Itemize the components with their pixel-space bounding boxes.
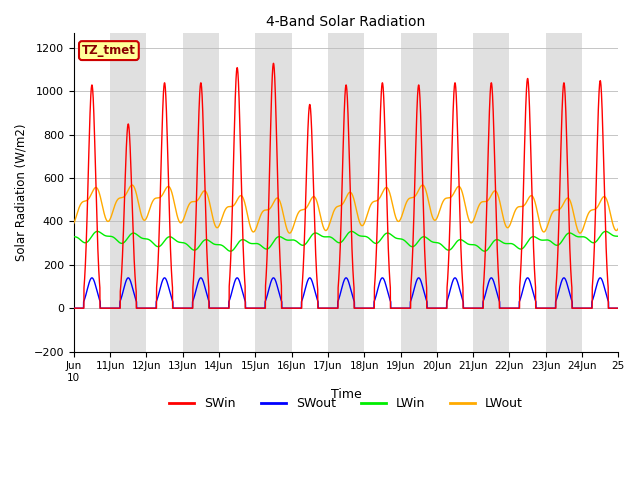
LWin [70,234,77,240]
LWout [326,220,333,226]
Legend: SWin, SWout, LWin, LWout: SWin, SWout, LWin, LWout [164,392,528,415]
Line: LWout: LWout [74,185,618,233]
LWin [468,242,476,248]
Y-axis label: Solar Radiation (W/m2): Solar Radiation (W/m2) [15,123,28,261]
LWout [285,230,293,236]
Bar [546,33,582,351]
SWout [326,305,333,311]
LWout [70,220,77,226]
LWout [168,189,175,195]
SWin [614,305,622,311]
LWout [499,214,507,219]
SWout [438,305,445,311]
Bar [328,33,364,351]
SWout [70,305,77,311]
SWout [168,296,175,301]
Line: LWin: LWin [74,231,618,251]
LWin [614,233,622,239]
LWin [481,248,488,254]
LWin [614,233,621,239]
LWin [93,228,101,234]
X-axis label: Time: Time [331,388,362,401]
SWout [614,305,621,311]
Bar [401,33,437,351]
SWin [168,271,175,277]
LWin [499,240,507,246]
SWin [614,305,621,311]
SWin [499,305,507,311]
LWout [128,182,136,188]
SWout [88,275,96,281]
SWin [70,305,77,311]
LWout [614,226,622,231]
LWin [438,242,445,248]
Line: SWin: SWin [74,63,618,308]
SWin [468,305,476,311]
Bar [255,33,292,351]
Line: SWout: SWout [74,278,618,308]
SWin [269,60,277,66]
LWout [468,219,476,225]
SWout [614,305,622,311]
LWin [326,234,333,240]
LWout [438,201,446,207]
SWout [468,305,476,311]
LWin [168,234,175,240]
Bar [110,33,147,351]
SWout [499,305,507,311]
LWout [614,227,621,232]
SWin [438,305,445,311]
Bar [182,33,219,351]
SWin [326,305,333,311]
Title: 4-Band Solar Radiation: 4-Band Solar Radiation [266,15,426,29]
Text: TZ_tmet: TZ_tmet [82,44,136,57]
Bar [473,33,509,351]
